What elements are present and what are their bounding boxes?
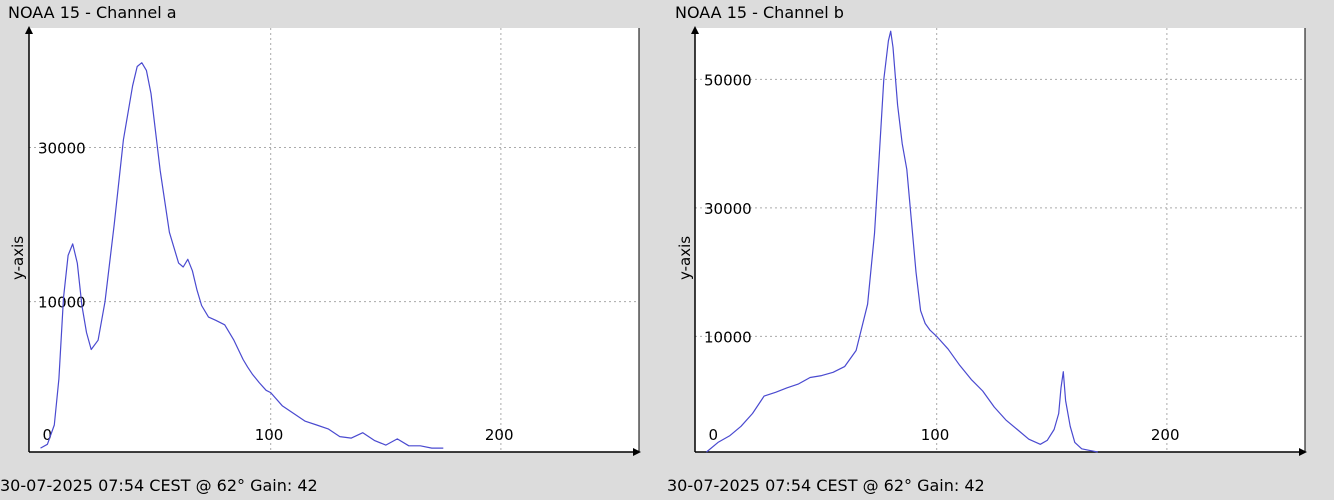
y-axis-arrow	[25, 26, 33, 34]
y-axis-arrow	[691, 26, 699, 34]
y-tick-label: 30000	[38, 139, 86, 157]
x-tick-label: 100	[255, 426, 284, 444]
status-footer: 30-07-2025 07:54 CEST @ 62° Gain: 42	[667, 476, 985, 495]
x-axis-arrow	[1299, 448, 1307, 456]
x-tick-label: 100	[921, 426, 950, 444]
status-footer: 30-07-2025 07:54 CEST @ 62° Gain: 42	[0, 476, 318, 495]
chart-title: NOAA 15 - Channel a	[8, 3, 177, 22]
chart-panel-a: NOAA 15 - Channel a y-axis 0 100 200 10000 3…	[0, 3, 641, 495]
y-tick-label: 30000	[704, 200, 752, 218]
series-line	[40, 62, 444, 449]
x-tick-label: 0	[709, 426, 719, 444]
x-axis-arrow	[633, 448, 641, 456]
plot-background	[29, 28, 639, 452]
y-tick-label: 10000	[704, 328, 752, 346]
y-tick-label: 10000	[38, 294, 86, 312]
chart-title: NOAA 15 - Channel b	[675, 3, 844, 22]
plot-background	[695, 28, 1305, 452]
plot-area: 0 100 200 10000 30000 50000	[691, 26, 1307, 456]
y-tick-label: 50000	[704, 71, 752, 89]
x-tick-label: 0	[43, 426, 53, 444]
x-tick-label: 200	[1151, 426, 1180, 444]
chart-panel-b: NOAA 15 - Channel b y-axis 0 100 200 10000 3…	[667, 0, 1334, 500]
x-tick-label: 200	[485, 426, 514, 444]
series-line	[706, 30, 1098, 453]
plot-area: 0 100 200 10000 30000	[25, 26, 641, 456]
